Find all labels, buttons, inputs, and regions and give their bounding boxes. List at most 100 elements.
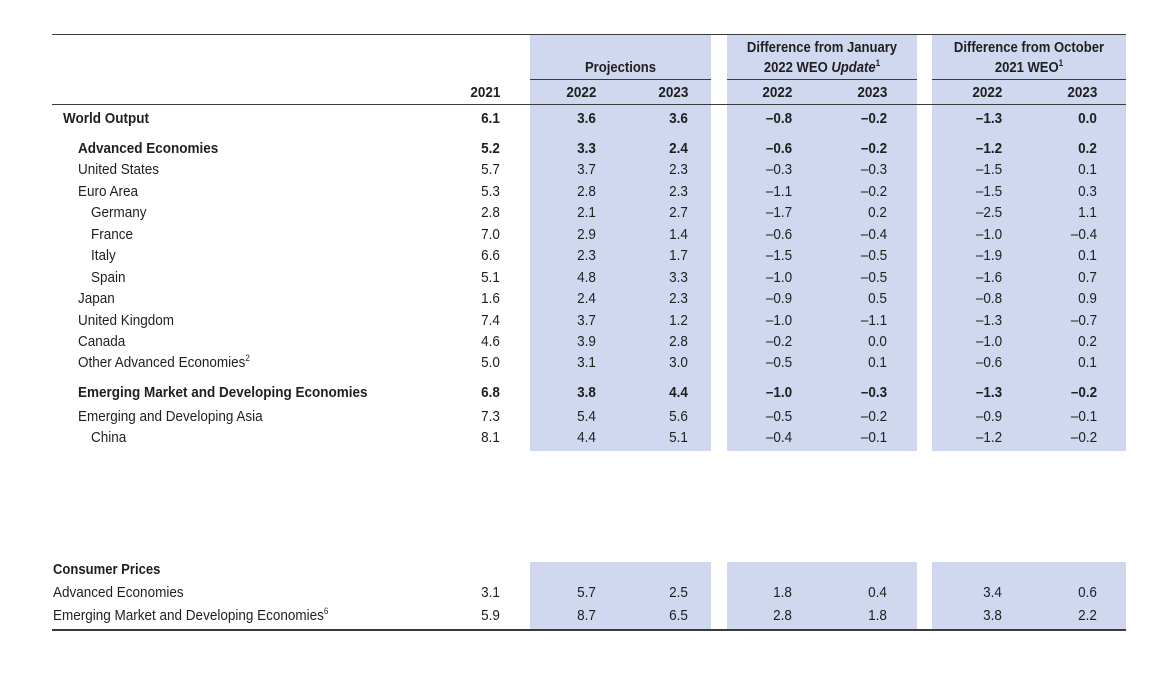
table-cell: –0.3 bbox=[860, 384, 887, 401]
table-cell: 0.0 bbox=[868, 333, 887, 350]
table-cell: 0.3 bbox=[1078, 183, 1097, 200]
table-cell: –1.1 bbox=[860, 312, 887, 329]
table-cell: 1.6 bbox=[481, 290, 500, 307]
table-cell: 6.8 bbox=[481, 384, 500, 401]
table-cell: –0.8 bbox=[765, 110, 792, 127]
table-cell: 3.0 bbox=[669, 354, 688, 371]
table-cell: 3.6 bbox=[669, 110, 688, 127]
cp-table-cell: 0.6 bbox=[1078, 584, 1097, 601]
table-cell: 6.6 bbox=[481, 247, 500, 264]
table-cell: 2.9 bbox=[577, 226, 596, 243]
table-cell: –0.2 bbox=[765, 333, 792, 350]
table-cell: –1.2 bbox=[975, 140, 1002, 157]
row-label: Other Advanced Economies2 bbox=[78, 353, 250, 372]
cp-row-label: Emerging Market and Developing Economies… bbox=[53, 606, 329, 625]
row-label: United States bbox=[78, 161, 160, 178]
projections-header: Projections bbox=[584, 60, 657, 76]
table-cell: 2.8 bbox=[669, 333, 688, 350]
table-cell: 0.0 bbox=[1078, 110, 1097, 127]
projections-band-bottom bbox=[530, 562, 711, 629]
table-cell: –1.0 bbox=[975, 226, 1002, 243]
table-cell: 0.1 bbox=[1078, 354, 1097, 371]
cp-table-cell: 3.4 bbox=[983, 584, 1002, 601]
diff-jan-underline bbox=[727, 79, 917, 80]
table-cell: 3.9 bbox=[577, 333, 596, 350]
table-cell: –0.2 bbox=[860, 183, 887, 200]
table-cell: 5.1 bbox=[669, 429, 688, 446]
footnote-marker: 2 bbox=[245, 353, 250, 363]
table-cell: –1.0 bbox=[765, 312, 792, 329]
table-cell: 1.2 bbox=[669, 312, 688, 329]
table-cell: 1.7 bbox=[669, 247, 688, 264]
table-cell: 4.6 bbox=[481, 333, 500, 350]
table-cell: 0.2 bbox=[868, 204, 887, 221]
row-label: France bbox=[91, 226, 134, 243]
table-cell: –1.5 bbox=[975, 183, 1002, 200]
table-cell: –0.9 bbox=[765, 290, 792, 307]
row-label: Emerging and Developing Asia bbox=[78, 408, 263, 425]
table-cell: –1.9 bbox=[975, 247, 1002, 264]
table-cell: 0.2 bbox=[1078, 140, 1097, 157]
table-cell: 3.3 bbox=[669, 269, 688, 286]
header-bottom-rule bbox=[52, 104, 1126, 105]
cp-table-cell: 5.9 bbox=[481, 607, 500, 624]
row-label: World Output bbox=[63, 110, 149, 127]
table-cell: 2.3 bbox=[669, 161, 688, 178]
table-cell: 8.1 bbox=[481, 429, 500, 446]
table-cell: 0.2 bbox=[1078, 333, 1097, 350]
table-cell: –0.6 bbox=[765, 140, 792, 157]
table-cell: 3.7 bbox=[577, 161, 596, 178]
row-label: Spain bbox=[91, 269, 126, 286]
cp-table-cell: 8.7 bbox=[577, 607, 596, 624]
row-label: Canada bbox=[78, 333, 126, 350]
table-cell: –0.6 bbox=[765, 226, 792, 243]
table-cell: –1.0 bbox=[765, 269, 792, 286]
diff-jan-band-bottom bbox=[727, 562, 917, 629]
year-header-proj-2022: 2022 bbox=[565, 84, 596, 101]
row-label: United Kingdom bbox=[78, 312, 175, 329]
diff-oct-underline bbox=[932, 79, 1126, 80]
diff-jan-band-top bbox=[727, 35, 917, 451]
table-cell: –0.5 bbox=[860, 269, 887, 286]
cp-table-cell: 3.1 bbox=[481, 584, 500, 601]
table-cell: –0.2 bbox=[860, 140, 887, 157]
table-cell: –0.8 bbox=[975, 290, 1002, 307]
table-cell: 2.1 bbox=[577, 204, 596, 221]
table-cell: 4.8 bbox=[577, 269, 596, 286]
table-cell: 0.5 bbox=[868, 290, 887, 307]
diff-jan-header: Difference from January 2022 WEO Update1 bbox=[728, 38, 917, 78]
cp-table-cell: 1.8 bbox=[773, 584, 792, 601]
row-label: Italy bbox=[91, 247, 116, 264]
table-cell: –0.2 bbox=[860, 110, 887, 127]
table-cell: –1.5 bbox=[765, 247, 792, 264]
table-cell: –0.7 bbox=[1070, 312, 1097, 329]
projections-underline bbox=[530, 79, 711, 80]
table-cell: 5.7 bbox=[481, 161, 500, 178]
cp-table-cell: 2.5 bbox=[669, 584, 688, 601]
table-cell: 2.3 bbox=[577, 247, 596, 264]
top-rule bbox=[52, 34, 1126, 35]
table-cell: 3.8 bbox=[577, 384, 596, 401]
table-cell: –1.1 bbox=[765, 183, 792, 200]
row-label: Germany bbox=[91, 204, 147, 221]
year-header-oct-2022: 2022 bbox=[971, 84, 1002, 101]
diff-oct-band-bottom bbox=[932, 562, 1126, 629]
table-cell: –0.4 bbox=[1070, 226, 1097, 243]
table-cell: 0.7 bbox=[1078, 269, 1097, 286]
table-cell: –0.6 bbox=[975, 354, 1002, 371]
table-cell: 3.1 bbox=[577, 354, 596, 371]
row-label: Advanced Economies bbox=[78, 140, 219, 157]
table-cell: –1.0 bbox=[975, 333, 1002, 350]
table-cell: –1.3 bbox=[975, 384, 1002, 401]
table-cell: –1.2 bbox=[975, 429, 1002, 446]
table-cell: –1.3 bbox=[975, 312, 1002, 329]
table-cell: 3.6 bbox=[577, 110, 596, 127]
table-cell: 5.0 bbox=[481, 354, 500, 371]
row-label: Euro Area bbox=[78, 183, 139, 200]
table-cell: 0.1 bbox=[1078, 161, 1097, 178]
diff-jan-header-update: Update bbox=[831, 60, 876, 76]
diff-jan-header-line2: 2022 WEO Update1 bbox=[728, 58, 917, 78]
table-cell: 2.3 bbox=[669, 290, 688, 307]
table-cell: –1.5 bbox=[975, 161, 1002, 178]
table-cell: 1.4 bbox=[669, 226, 688, 243]
